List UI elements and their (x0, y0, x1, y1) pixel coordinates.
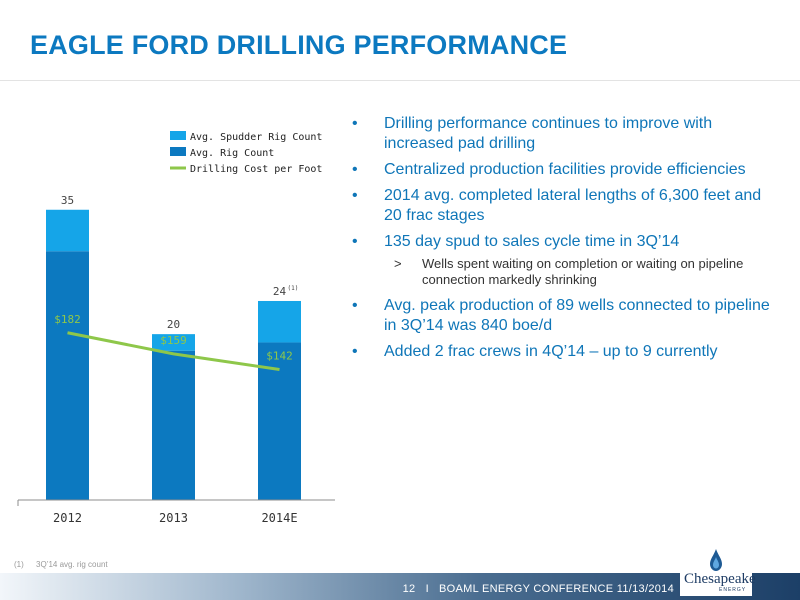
bar-rig-count-2012 (46, 251, 89, 500)
x-tick-label: 2012 (53, 511, 82, 525)
bullet-marker: • (352, 115, 358, 132)
logo-wordmark: Chesapeake (684, 571, 756, 587)
cost-line (67, 331, 280, 371)
legend-label: Avg. Spudder Rig Count (190, 132, 322, 143)
bullet-marker: • (352, 233, 358, 250)
footer-separator: I (425, 583, 429, 595)
page-title: EAGLE FORD DRILLING PERFORMANCE (30, 30, 568, 60)
cost-line-group: $182 $159 $142 (54, 313, 293, 371)
page-number: 12 (402, 583, 416, 595)
rig-count-chart: Avg. Spudder Rig Count Avg. Rig Count Dril… (17, 131, 335, 525)
bar-total-label: 20 (167, 318, 180, 331)
bar-group: 35 20 24 (1) (46, 194, 301, 500)
bullet-marker: • (352, 187, 358, 204)
sub-bullet-item: > Wells spent waiting on completion or wa… (352, 256, 772, 288)
sub-bullet-text: Wells spent waiting on completion or wai… (422, 256, 744, 287)
cost-data-label: $159 (160, 334, 187, 347)
legend-label: Drilling Cost per Foot (190, 164, 322, 175)
bar-rig-count-2013 (152, 350, 195, 500)
title-divider (0, 80, 800, 81)
bar-spudder-rig-count-2013 (152, 334, 195, 351)
bar-total-label: 35 (61, 194, 74, 207)
bullet-item: • Avg. peak production of 89 wells connec… (352, 296, 772, 336)
bullet-item: • 135 day spud to sales cycle time in 3Q’… (352, 232, 772, 252)
bullet-marker: • (352, 161, 358, 178)
bullet-text: Added 2 frac crews in 4Q’14 – up to 9 cu… (384, 343, 718, 360)
x-tick-label: 2014E (261, 511, 297, 525)
legend-label: Avg. Rig Count (190, 148, 274, 159)
sub-bullet-marker: > (394, 256, 402, 271)
event-date: 11/13/2014 (616, 583, 674, 595)
bullet-item: • 2014 avg. completed lateral lengths of … (352, 186, 772, 226)
bullet-item: • Drilling performance continues to impro… (352, 114, 772, 154)
footnote-number: (1) (14, 560, 24, 569)
bullet-text: Avg. peak production of 89 wells connect… (384, 297, 770, 334)
bullet-marker: • (352, 343, 358, 360)
bullet-text: 2014 avg. completed lateral lengths of 6… (384, 187, 762, 224)
legend-swatch (170, 147, 186, 156)
bar-total-superscript: (1) (288, 285, 299, 292)
cost-data-label: $182 (54, 313, 81, 326)
bullet-text: Centralized production facilities provid… (384, 161, 746, 178)
x-axis: 2012 2013 2014E (17, 499, 335, 525)
bullet-text: Drilling performance continues to improv… (384, 115, 713, 152)
footer-text: 12 I BOAML ENERGY CONFERENCE 11/13/2014 (403, 583, 674, 595)
bar-spudder-rig-count-2014E (258, 300, 301, 343)
event-name: BOAML ENERGY CONFERENCE (439, 583, 614, 595)
chart-legend: Avg. Spudder Rig Count Avg. Rig Count Dril… (170, 131, 322, 175)
footnote: (1) 3Q’14 avg. rig count (14, 560, 108, 569)
bullet-text: 135 day spud to sales cycle time in 3Q’1… (384, 233, 680, 250)
bullet-list: • Drilling performance continues to impro… (352, 114, 772, 368)
legend-swatch (170, 131, 186, 140)
bullet-marker: • (352, 297, 358, 314)
bar-total-label: 24 (273, 285, 287, 298)
footer-band (0, 573, 800, 600)
footnote-text: 3Q’14 avg. rig count (36, 560, 108, 569)
cost-data-label: $142 (266, 350, 293, 363)
x-tick-label: 2013 (159, 511, 188, 525)
bullet-item: • Added 2 frac crews in 4Q’14 – up to 9 c… (352, 342, 772, 362)
logo-subtext: ENERGY (719, 587, 747, 593)
flame-drop-icon (710, 549, 722, 571)
bullet-item: • Centralized production facilities provi… (352, 160, 772, 180)
bar-spudder-rig-count-2012 (46, 209, 89, 252)
